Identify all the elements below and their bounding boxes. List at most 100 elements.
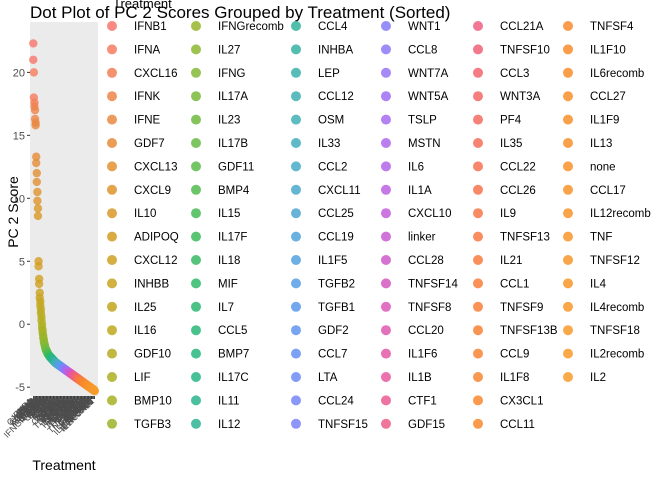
- legend-label: IFNE: [134, 115, 161, 127]
- legend-item: IL1F8: [473, 372, 529, 384]
- legend-item: TNFSF8: [381, 301, 451, 314]
- legend-key: [563, 44, 573, 55]
- legend-item: CCL8: [381, 44, 437, 56]
- legend-key: [291, 208, 301, 219]
- legend-item: GDF2: [291, 325, 349, 337]
- legend-item: LIF: [107, 372, 151, 384]
- legend-key: [473, 278, 483, 289]
- legend-label: BMP4: [218, 185, 250, 197]
- legend-title: Treatment: [113, 0, 172, 11]
- data-point: [90, 386, 99, 396]
- legend-item: WNT1: [381, 21, 441, 33]
- legend-key: [381, 21, 391, 31]
- legend-item: CCL11: [473, 418, 535, 431]
- legend-key: [291, 184, 301, 195]
- legend-label: WNT7A: [408, 68, 449, 80]
- legend-label: TNFSF14: [408, 278, 458, 290]
- legend-item: CXCL10: [381, 208, 451, 220]
- legend-item: IFNGrecomb: [191, 21, 284, 33]
- legend-item: IL1F5: [291, 255, 347, 267]
- legend-item: TNFSF13: [473, 231, 550, 244]
- legend-label: CCL8: [408, 44, 437, 56]
- legend-label: CCL24: [318, 395, 354, 407]
- y-tick-label: 10: [13, 193, 25, 205]
- data-point: [32, 152, 41, 161]
- legend-key: [107, 348, 117, 359]
- legend-key: [191, 161, 201, 172]
- legend-label: CXCL11: [318, 185, 361, 197]
- legend-label: IL23: [218, 115, 240, 127]
- data-point: [34, 262, 43, 271]
- legend-item: IL21: [473, 255, 522, 267]
- legend-key: [473, 325, 483, 336]
- legend-item: CCL28: [381, 255, 444, 267]
- legend-item: IFNA: [107, 44, 161, 56]
- legend-label: IFNA: [134, 44, 161, 56]
- y-axis: -5 0 5 10 15 20: [13, 67, 30, 394]
- legend-item: IL17C: [191, 372, 249, 384]
- data-point: [32, 158, 41, 168]
- legend-label: IL17F: [218, 232, 247, 244]
- legend-key: [381, 372, 391, 382]
- legend-item: LEP: [291, 67, 340, 80]
- legend-label: IL1B: [408, 372, 432, 384]
- legend-item: CCL1: [473, 278, 529, 290]
- legend-item: IL2recomb: [563, 348, 644, 361]
- legend-item: CXCL9: [107, 184, 171, 197]
- legend-item: IL1F9: [563, 114, 619, 127]
- legend-item: IL1F6: [381, 348, 437, 361]
- legend-item: linker: [381, 231, 436, 244]
- legend-item: IL4: [563, 278, 607, 290]
- legend-key: [563, 231, 573, 242]
- legend-label: TSLP: [408, 115, 437, 127]
- legend-key: [381, 325, 391, 336]
- legend-item: IL1B: [381, 372, 432, 384]
- legend-label: CCL26: [500, 185, 536, 197]
- legend-label: IL15: [218, 208, 240, 220]
- legend-item: WNT3A: [473, 91, 541, 103]
- legend-label: CCL2: [318, 161, 347, 173]
- legend-key: [563, 372, 573, 382]
- legend-label: linker: [408, 232, 436, 244]
- legend-label: CCL7: [318, 349, 347, 361]
- legend-label: CXCL10: [408, 208, 451, 220]
- y-tick-label: -5: [15, 382, 25, 394]
- legend-label: IL17B: [218, 138, 248, 150]
- legend-key: [563, 67, 573, 78]
- data-point: [31, 121, 40, 130]
- legend-label: CCL20: [408, 325, 444, 337]
- y-tick-label: 15: [13, 130, 25, 142]
- legend-item: TSLP: [381, 114, 437, 127]
- legend-key: [291, 255, 301, 265]
- legend-item: CX3CL1: [473, 395, 543, 407]
- legend-label: IL12: [218, 419, 240, 431]
- legend-key: [107, 372, 117, 382]
- legend-label: IL7: [218, 302, 234, 314]
- legend-item: TGFB3: [107, 418, 171, 431]
- legend-key: [473, 301, 483, 312]
- legend-item: GDF7: [107, 138, 165, 150]
- chart-title: Dot Plot of PC 2 Scores Grouped by Treat…: [30, 3, 450, 22]
- legend-label: CCL22: [500, 161, 536, 173]
- legend-label: IL21: [500, 255, 522, 267]
- legend-item: GDF15: [381, 418, 445, 431]
- y-tick-label: 5: [19, 256, 25, 268]
- legend-item: IL1A: [381, 184, 432, 197]
- legend-label: none: [590, 161, 616, 173]
- legend-item: TNFSF13B: [473, 325, 558, 337]
- legend-key: [291, 301, 301, 312]
- legend-label: IL1A: [408, 185, 432, 197]
- legend-label: TNFSF10: [500, 44, 550, 56]
- legend-item: CCL17: [563, 184, 626, 197]
- legend-item: CCL7: [291, 348, 347, 361]
- legend-item: IL17B: [191, 138, 248, 150]
- legend-label: IL27: [218, 44, 240, 56]
- legend-item: IL33: [291, 138, 340, 150]
- legend-key: [107, 91, 117, 102]
- data-point: [34, 279, 44, 289]
- legend-key: [191, 325, 201, 336]
- legend-key: [563, 278, 573, 289]
- legend-key: [381, 184, 391, 195]
- legend-key: [473, 418, 483, 429]
- legend-key: [107, 301, 117, 312]
